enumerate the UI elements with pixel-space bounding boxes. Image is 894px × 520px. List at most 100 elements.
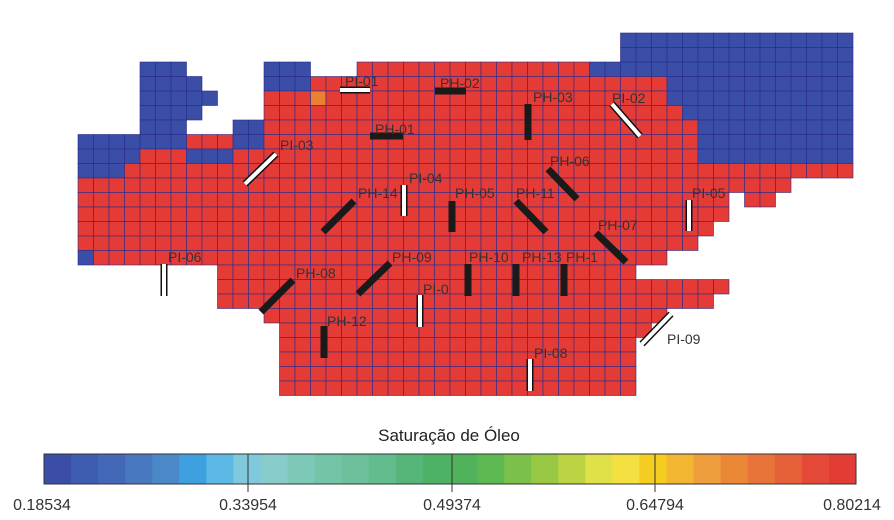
grid-cell [697,76,714,92]
grid-cell [480,322,497,338]
grid-cell [248,221,265,237]
grid-cell [108,206,125,222]
well-label: PI-0 [423,281,449,297]
grid-cell [837,105,854,121]
grid-cell [449,293,466,309]
grid-cell [434,337,451,353]
grid-cell [821,90,838,106]
grid-cell [139,235,156,251]
grid-cell [651,221,668,237]
grid-cell [635,105,652,121]
grid-cell [604,134,621,150]
grid-cell [666,76,683,92]
grid-cell [666,177,683,193]
grid-cell [651,163,668,179]
injector-well-marker [640,312,673,346]
grid-cell [93,235,110,251]
grid-cell [139,76,156,92]
grid-cell [232,235,249,251]
grid-cell [790,32,807,48]
grid-cell [341,380,358,396]
grid-cell [186,148,203,164]
grid-cell [728,90,745,106]
grid-cell [775,105,792,121]
grid-cell [511,148,528,164]
grid-cell [666,221,683,237]
colorbar-step [71,454,99,484]
well-label: PH-1 [566,249,598,265]
grid-cell [573,351,590,367]
grid-cell [480,148,497,164]
grid-cell [279,380,296,396]
grid-cell [775,119,792,135]
grid-cell [465,293,482,309]
grid-cell [434,134,451,150]
grid-cell [697,61,714,77]
grid-cell [496,293,513,309]
grid-cell [837,148,854,164]
grid-cell [434,221,451,237]
grid-cell [635,76,652,92]
grid-cell [403,105,420,121]
grid-cell [821,119,838,135]
grid-cell [775,90,792,106]
grid-cell [496,279,513,295]
grid-cell [310,76,327,92]
grid-cell [356,250,373,266]
grid-cell [434,192,451,208]
grid-cell [837,32,854,48]
grid-cell [263,134,280,150]
grid-cell [821,163,838,179]
grid-cell [418,134,435,150]
grid-cell [403,380,420,396]
grid-cell [480,293,497,309]
grid-cell [186,221,203,237]
injector-well-marker [243,152,278,186]
grid-cell [418,105,435,121]
grid-cell [620,177,637,193]
grid-cell [186,192,203,208]
grid-cell [697,279,714,295]
grid-cell [170,192,187,208]
grid-cell [744,105,761,121]
grid-cell [108,163,125,179]
grid-cell [744,177,761,193]
grid-cell [589,76,606,92]
grid-cell [589,322,606,338]
grid-cell [542,366,559,382]
colorbar-step [287,454,316,484]
grid-cell [465,351,482,367]
well-ph09: PH-09 [355,249,432,297]
grid-cell [449,322,466,338]
grid-cell [759,119,776,135]
grid-cell [294,366,311,382]
grid-cell [573,105,590,121]
grid-cell [651,61,668,77]
grid-cell [108,250,125,266]
grid-cell [542,308,559,324]
grid-cell [217,206,234,222]
grid-cell [542,119,559,135]
grid-cell [511,90,528,106]
grid-cell [387,61,404,77]
grid-cell [713,163,730,179]
grid-cell [837,134,854,150]
grid-cell [635,308,652,324]
grid-cell [790,134,807,150]
grid-cell [449,119,466,135]
grid-cell [589,148,606,164]
grid-cell [155,148,172,164]
grid-cell [682,105,699,121]
grid-cell [325,148,342,164]
grid-cell [217,235,234,251]
grid-cell [666,163,683,179]
colorbar-tick-label: 0.18534 [13,497,71,514]
grid-cell [713,279,730,295]
well-ph07: PH-07 [593,217,638,265]
well-ph08: PH-08 [258,265,336,315]
grid-cell [294,90,311,106]
colorbar-step [44,454,72,484]
grid-cell [155,61,172,77]
well-ph11: PH-11 [513,185,555,235]
